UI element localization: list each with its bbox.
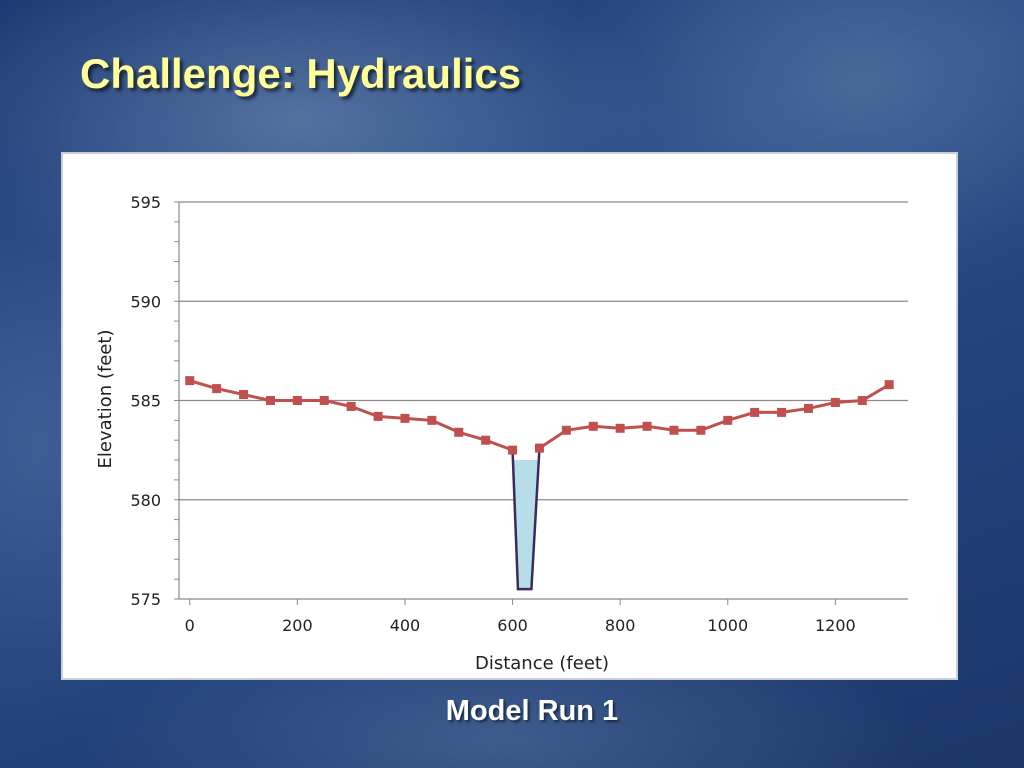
elevation-chart: 575 580 585 590 595 0 200 400 600 800 1000 1200 Dis…: [95, 193, 908, 674]
series-line-right-bank: [538, 383, 890, 450]
data-point-750: [588, 421, 598, 431]
data-point-550: [481, 435, 491, 445]
data-point-600: [508, 445, 518, 455]
data-point-300: [346, 401, 356, 411]
data-point-1200: [830, 397, 840, 407]
y-tick-label-575: 575: [130, 590, 161, 609]
data-point-1300: [884, 380, 894, 390]
data-point-450: [427, 415, 437, 425]
data-point-250: [319, 396, 329, 405]
data-point-700: [561, 425, 571, 435]
x-tick-label-800: 800: [605, 616, 636, 635]
x-tick-label-200: 200: [282, 616, 313, 635]
y-tick-label-590: 590: [130, 292, 161, 311]
data-point-1150: [803, 403, 813, 413]
data-point-0: [185, 376, 195, 386]
y-axis-title: Elevation (feet): [95, 330, 116, 469]
data-point-1100: [777, 407, 787, 417]
chart-panel: 575 580 585 590 595 0 200 400 600 800 1000 1200 Dis…: [61, 152, 958, 680]
data-point-1000: [723, 415, 733, 425]
data-point-150: [265, 396, 275, 405]
data-point-50: [212, 384, 222, 394]
data-point-850: [642, 421, 652, 431]
x-tick-label-400: 400: [390, 616, 421, 635]
data-point-400: [400, 413, 410, 423]
series-line-left-bank: [189, 379, 514, 452]
slide-caption: Model Run 1: [445, 695, 619, 727]
axes: [174, 201, 836, 605]
series: [185, 376, 894, 455]
data-point-800: [615, 423, 625, 433]
x-tick-label-600: 600: [497, 616, 528, 635]
channel-outline: [511, 448, 541, 591]
data-point-950: [696, 425, 706, 435]
data-point-200: [292, 396, 302, 405]
x-tick-label-1000: 1000: [707, 616, 748, 635]
data-point-650: [534, 443, 544, 453]
y-tick-label-595: 595: [130, 193, 161, 212]
data-point-900: [669, 425, 679, 435]
x-axis-title: Distance (feet): [475, 653, 609, 674]
x-tick-label-1200: 1200: [815, 616, 856, 635]
data-point-350: [373, 411, 383, 421]
data-point-500: [454, 427, 464, 437]
y-tick-label-585: 585: [130, 392, 161, 411]
slide-title: Challenge: Hydraulics: [80, 50, 522, 97]
data-point-1250: [857, 396, 867, 405]
data-point-1050: [750, 407, 760, 417]
data-point-100: [239, 390, 249, 400]
channel-cross-section: [511, 448, 541, 591]
tick-labels: 575 580 585 590 595 0 200 400 600 800 1000 1200: [130, 193, 855, 635]
x-tick-label-0: 0: [185, 616, 195, 635]
y-tick-label-580: 580: [130, 491, 161, 510]
